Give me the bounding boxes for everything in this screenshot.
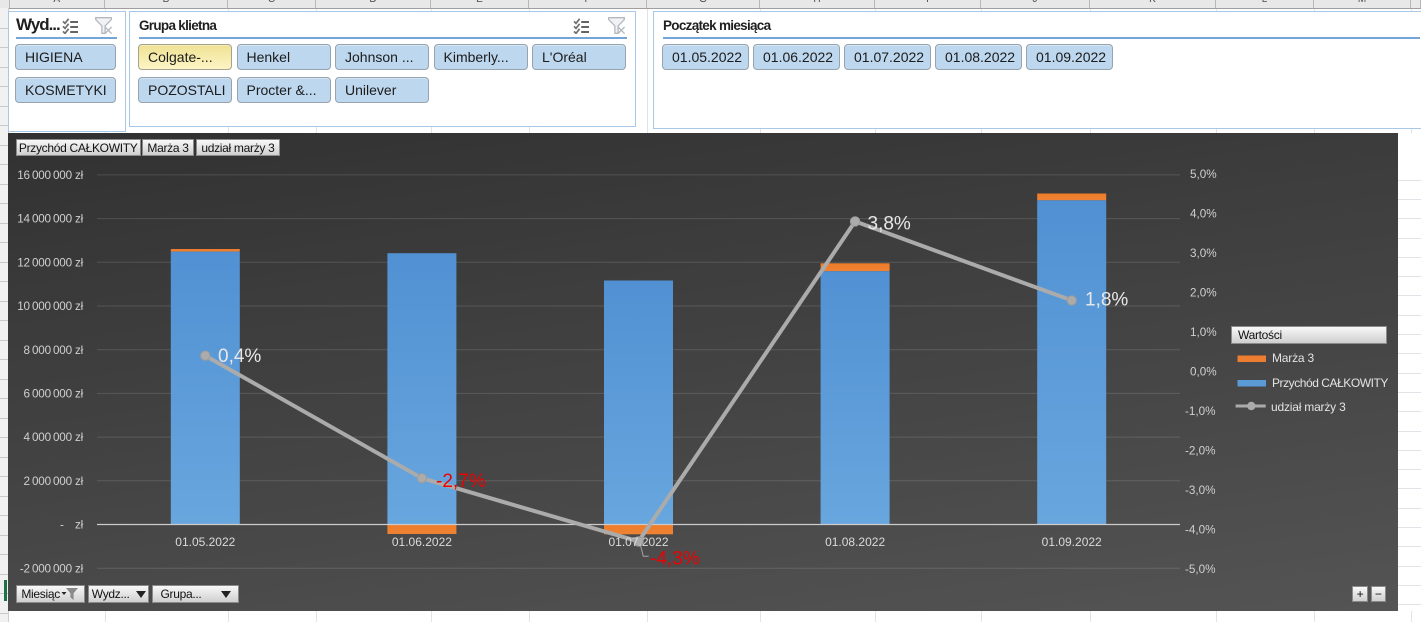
svg-text:01.05.2022: 01.05.2022	[175, 535, 235, 549]
svg-text:-1,0%: -1,0%	[1185, 405, 1216, 418]
svg-text:-5,0%: -5,0%	[1185, 563, 1216, 576]
svg-text:-2,7%: -2,7%	[436, 471, 486, 492]
svg-text:-4,3%: -4,3%	[650, 548, 700, 569]
svg-text:-2 000 000 zł: -2 000 000 zł	[20, 562, 84, 575]
svg-text:8 000 000 zł: 8 000 000 zł	[24, 344, 84, 357]
svg-text:16 000 000 zł: 16 000 000 zł	[17, 169, 83, 182]
svg-text:-2,0%: -2,0%	[1185, 445, 1216, 458]
svg-text:6 000 000 zł: 6 000 000 zł	[24, 388, 84, 401]
svg-text:5,0%: 5,0%	[1190, 168, 1217, 181]
svg-text:14 000 000 zł: 14 000 000 zł	[17, 213, 83, 226]
svg-text:-4,0%: -4,0%	[1185, 524, 1216, 537]
svg-text:- zł: - zł	[60, 519, 84, 532]
svg-text:1,0%: 1,0%	[1190, 326, 1217, 339]
svg-text:01.09.2022: 01.09.2022	[1042, 535, 1102, 549]
svg-text:4 000 000 zł: 4 000 000 zł	[24, 431, 84, 444]
svg-text:3,8%: 3,8%	[868, 214, 911, 235]
svg-text:01.06.2022: 01.06.2022	[392, 535, 452, 549]
svg-text:2,0%: 2,0%	[1190, 287, 1217, 300]
svg-text:10 000 000 zł: 10 000 000 zł	[17, 300, 83, 313]
svg-text:0,4%: 0,4%	[218, 346, 261, 367]
svg-text:01.08.2022: 01.08.2022	[825, 535, 885, 549]
svg-text:12 000 000 zł: 12 000 000 zł	[17, 256, 83, 269]
svg-text:0,0%: 0,0%	[1190, 366, 1217, 379]
svg-text:1,8%: 1,8%	[1085, 290, 1128, 311]
svg-text:01.07.2022: 01.07.2022	[608, 535, 668, 549]
svg-text:2 000 000 zł: 2 000 000 zł	[24, 475, 84, 488]
svg-text:4,0%: 4,0%	[1190, 208, 1217, 221]
svg-text:3,0%: 3,0%	[1190, 247, 1217, 260]
svg-text:-3,0%: -3,0%	[1185, 484, 1216, 497]
